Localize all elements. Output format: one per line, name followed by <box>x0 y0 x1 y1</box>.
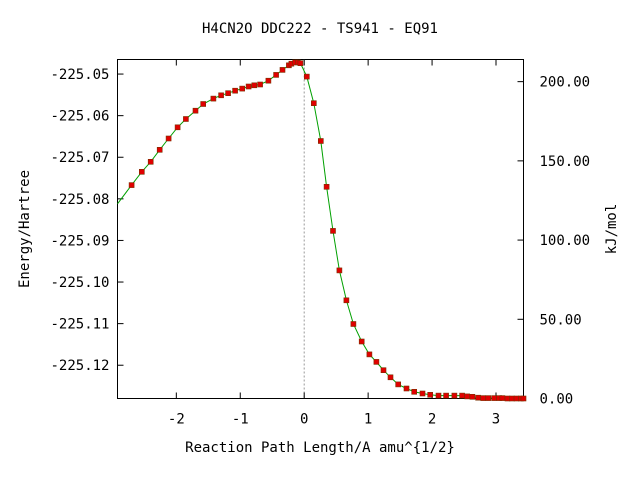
plot-frame <box>117 59 524 399</box>
energy-point <box>411 388 418 395</box>
energy-point <box>330 228 336 234</box>
energy-point <box>297 60 304 67</box>
energy-point <box>435 392 442 399</box>
x-tick-label: -2 <box>168 412 185 428</box>
x-tick-label: 1 <box>364 412 372 428</box>
energy-point <box>419 390 426 397</box>
y-tick-label: -225.10 <box>50 275 109 291</box>
energy-point <box>200 101 206 107</box>
energy-point <box>343 297 350 304</box>
y-tick-label: -225.09 <box>50 233 109 249</box>
x-tick-label: 0 <box>300 412 308 428</box>
energy-point <box>239 85 245 92</box>
y2-axis-label: kJ/mol <box>604 204 620 255</box>
energy-point <box>491 395 497 401</box>
energy-point <box>480 395 487 401</box>
energy-point <box>279 67 286 73</box>
energy-point <box>251 82 258 89</box>
energy-point <box>128 182 135 188</box>
y-axis-ticks: -225.05 -225.06 -225.07 -225.08 -225.09 -225.… <box>50 67 124 374</box>
energy-point <box>192 107 199 114</box>
energy-point <box>373 359 380 365</box>
energy-point <box>310 100 317 106</box>
y-tick-label: -225.07 <box>50 150 109 166</box>
x-axis-ticks: -2 -1 0 1 2 3 <box>168 59 500 428</box>
energy-points <box>128 59 527 402</box>
chart-title: H4CN2O DDC222 - TS941 - EQ91 <box>202 21 438 37</box>
energy-point <box>139 169 145 175</box>
energy-point <box>147 159 154 165</box>
energy-point <box>218 92 224 99</box>
energy-point <box>303 73 310 80</box>
energy-point <box>210 95 217 102</box>
x-tick-label: 3 <box>492 412 500 428</box>
energy-point <box>317 138 324 144</box>
y-axis-label: Energy/Hartree <box>17 170 33 288</box>
energy-point <box>427 391 434 398</box>
y2-tick-label: 0.00 <box>540 392 574 408</box>
y2-tick-label: 50.00 <box>540 312 582 328</box>
energy-point <box>183 116 189 122</box>
energy-point <box>273 72 279 78</box>
energy-point <box>395 381 402 388</box>
energy-point <box>323 184 330 190</box>
energy-point <box>469 393 476 400</box>
y-tick-label: -225.08 <box>50 192 109 208</box>
energy-point <box>265 77 272 84</box>
y2-tick-label: 100.00 <box>540 233 591 249</box>
y2-tick-label: 150.00 <box>540 154 591 170</box>
energy-point <box>380 367 387 374</box>
energy-point <box>485 395 492 401</box>
x-tick-label: -1 <box>232 412 249 428</box>
energy-point <box>387 374 394 381</box>
energy-point <box>174 124 181 131</box>
energy-point <box>358 338 365 345</box>
y-tick-label: -225.05 <box>50 67 109 83</box>
energy-curve-line <box>117 61 524 399</box>
energy-point <box>443 392 449 399</box>
energy-point <box>156 147 163 153</box>
energy-point <box>464 393 471 400</box>
x-tick-label: 2 <box>428 412 436 428</box>
y-tick-label: -225.11 <box>50 317 109 333</box>
energy-point <box>350 321 357 327</box>
energy-point <box>225 90 231 96</box>
energy-point <box>475 394 481 401</box>
y2-tick-label: 200.00 <box>540 75 591 91</box>
energy-point <box>520 395 527 402</box>
y2-axis-ticks: 0.00 50.00 100.00 150.00 200.00 <box>517 75 591 408</box>
y-tick-label: -225.06 <box>50 109 109 125</box>
energy-point <box>451 392 458 399</box>
energy-point <box>232 87 238 94</box>
energy-point <box>459 392 465 399</box>
energy-point <box>366 351 373 358</box>
energy-point <box>403 385 410 392</box>
energy-point <box>499 395 506 401</box>
y-tick-label: -225.12 <box>50 358 109 374</box>
energy-point <box>336 267 343 274</box>
x-axis-label: Reaction Path Length/A amu^{1/2} <box>185 440 455 456</box>
energy-point <box>245 83 252 90</box>
energy-point <box>257 81 263 88</box>
energy-point <box>165 135 172 142</box>
